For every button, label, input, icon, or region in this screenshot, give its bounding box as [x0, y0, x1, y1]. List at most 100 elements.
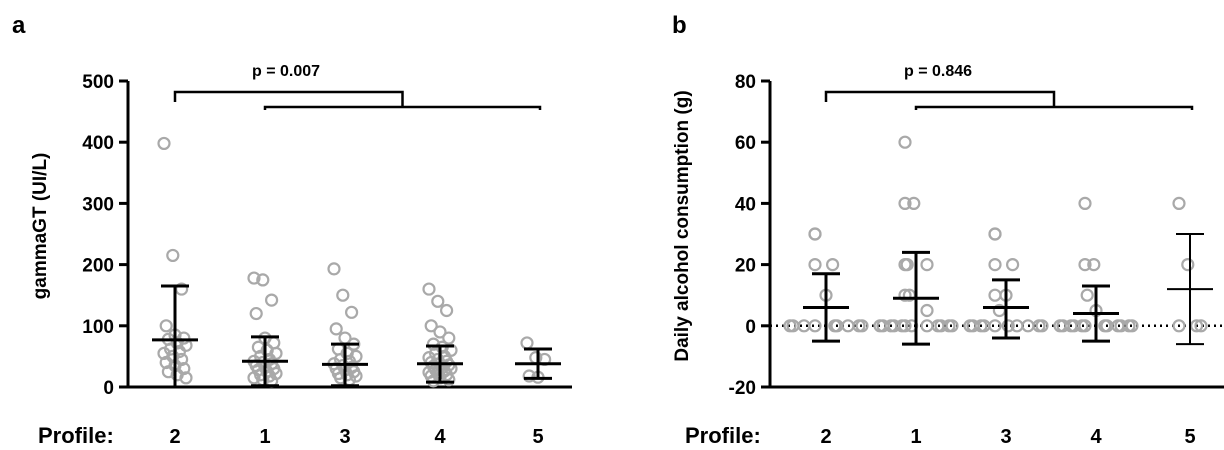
data-point: [907, 196, 921, 210]
panel-b-axes: [768, 81, 1224, 389]
data-point: [808, 227, 822, 241]
panel-b-x-ticks: 2 1 3 4 5: [820, 426, 1195, 448]
data-point: [920, 258, 934, 272]
data-point: [783, 319, 797, 333]
panel-a-x-ticks: 2 1 3 4 5: [169, 426, 543, 448]
y-tick-label: 0: [745, 317, 756, 338]
bracket-groups-other: [914, 105, 1194, 110]
data-point: [424, 319, 438, 333]
x-tick-label: 3: [1000, 426, 1011, 448]
data-point: [256, 273, 270, 287]
panel-b: b Daily alcohol consumption (g) p = 0.84…: [672, 12, 1224, 448]
x-tick-label: 4: [1090, 426, 1102, 448]
data-point: [520, 336, 534, 350]
data-point: [247, 371, 261, 385]
bracket-groups-other: [263, 105, 542, 110]
panel-a-y-ticks: 0 100 200 300 400 500: [82, 72, 128, 399]
data-point: [1172, 319, 1186, 333]
data-point: [249, 306, 263, 321]
data-point: [159, 319, 173, 333]
data-point: [522, 369, 536, 383]
y-tick-label: 500: [82, 72, 114, 93]
x-tick-label: 1: [259, 426, 270, 448]
data-point: [433, 325, 447, 339]
data-point: [1035, 319, 1049, 333]
data-point: [440, 303, 454, 318]
data-point: [349, 369, 363, 383]
y-tick-label: 0: [103, 378, 114, 399]
y-tick-label: 300: [82, 194, 114, 215]
data-point: [988, 288, 1002, 302]
panel-a-label: a: [12, 12, 26, 39]
data-point: [1194, 319, 1208, 333]
y-tick-label: 20: [735, 256, 756, 277]
panel-b-significance-bracket: [824, 90, 1194, 110]
data-point: [1001, 319, 1015, 333]
data-point: [265, 293, 279, 307]
data-point: [157, 136, 171, 151]
data-point: [898, 196, 912, 210]
x-tick-label: 5: [1184, 426, 1195, 448]
panel-a-points: [157, 136, 552, 388]
panel-b-points: [783, 135, 1208, 333]
data-point: [934, 319, 948, 333]
panel-a-error-bars: [152, 284, 561, 389]
data-point: [1080, 288, 1094, 302]
panel-b-error-bars: [803, 233, 1213, 346]
y-tick-label: 400: [82, 133, 114, 154]
data-point: [898, 135, 912, 149]
panel-b-label: b: [672, 12, 687, 39]
panel-b-p-value: p = 0.846: [904, 63, 972, 80]
data-point: [1078, 258, 1092, 272]
data-point: [920, 303, 934, 318]
data-point: [855, 319, 869, 333]
y-tick-label: 60: [735, 133, 756, 154]
data-point: [1005, 258, 1020, 272]
data-point: [1189, 319, 1204, 333]
y-tick-label: 100: [82, 317, 114, 338]
data-point: [345, 305, 359, 319]
data-point: [825, 258, 840, 272]
y-tick-label: 40: [735, 194, 756, 215]
data-point: [166, 248, 180, 263]
data-point: [329, 322, 343, 336]
data-point: [1078, 196, 1092, 210]
panel-b-y-ticks: -20 0 20 40 60 80: [729, 72, 770, 399]
x-tick-label: 2: [169, 426, 180, 448]
data-point: [442, 331, 456, 345]
data-point: [336, 288, 350, 302]
data-point: [1181, 258, 1195, 272]
data-point: [895, 319, 909, 333]
data-point: [442, 373, 456, 387]
data-point: [431, 294, 445, 308]
data-point: [898, 258, 912, 272]
bracket-group-2: [824, 90, 1056, 107]
panel-a-significance-bracket: [173, 90, 542, 110]
panel-b-y-axis-label: Daily alcohol consumption (g): [672, 90, 693, 361]
x-tick-label: 1: [910, 426, 921, 448]
panel-a-y-axis-label: gammaGT (UI/L): [30, 153, 51, 300]
panel-a: a gammaGT (UI/L) p = 0.007 Profile: 0 100…: [12, 12, 572, 448]
data-point: [327, 262, 341, 276]
x-tick-label: 3: [339, 426, 350, 448]
y-tick-label: 80: [735, 72, 756, 93]
x-tick-label: 5: [532, 426, 543, 448]
panel-b-x-axis-label: Profile:: [685, 423, 761, 448]
panel-a-x-axis-label: Profile:: [38, 423, 114, 448]
panel-a-p-value: p = 0.007: [252, 63, 320, 80]
data-point: [1087, 258, 1101, 272]
y-tick-label: -20: [729, 378, 756, 399]
data-point: [1114, 319, 1128, 333]
y-tick-label: 200: [82, 256, 114, 277]
data-point: [898, 288, 912, 302]
data-point: [988, 227, 1002, 241]
x-tick-label: 4: [434, 426, 446, 448]
x-tick-label: 2: [820, 426, 831, 448]
data-point: [1075, 319, 1089, 333]
data-point: [247, 271, 261, 285]
data-point: [974, 319, 988, 333]
bracket-group-2: [173, 90, 404, 107]
data-point: [422, 282, 436, 296]
data-point: [808, 258, 822, 272]
